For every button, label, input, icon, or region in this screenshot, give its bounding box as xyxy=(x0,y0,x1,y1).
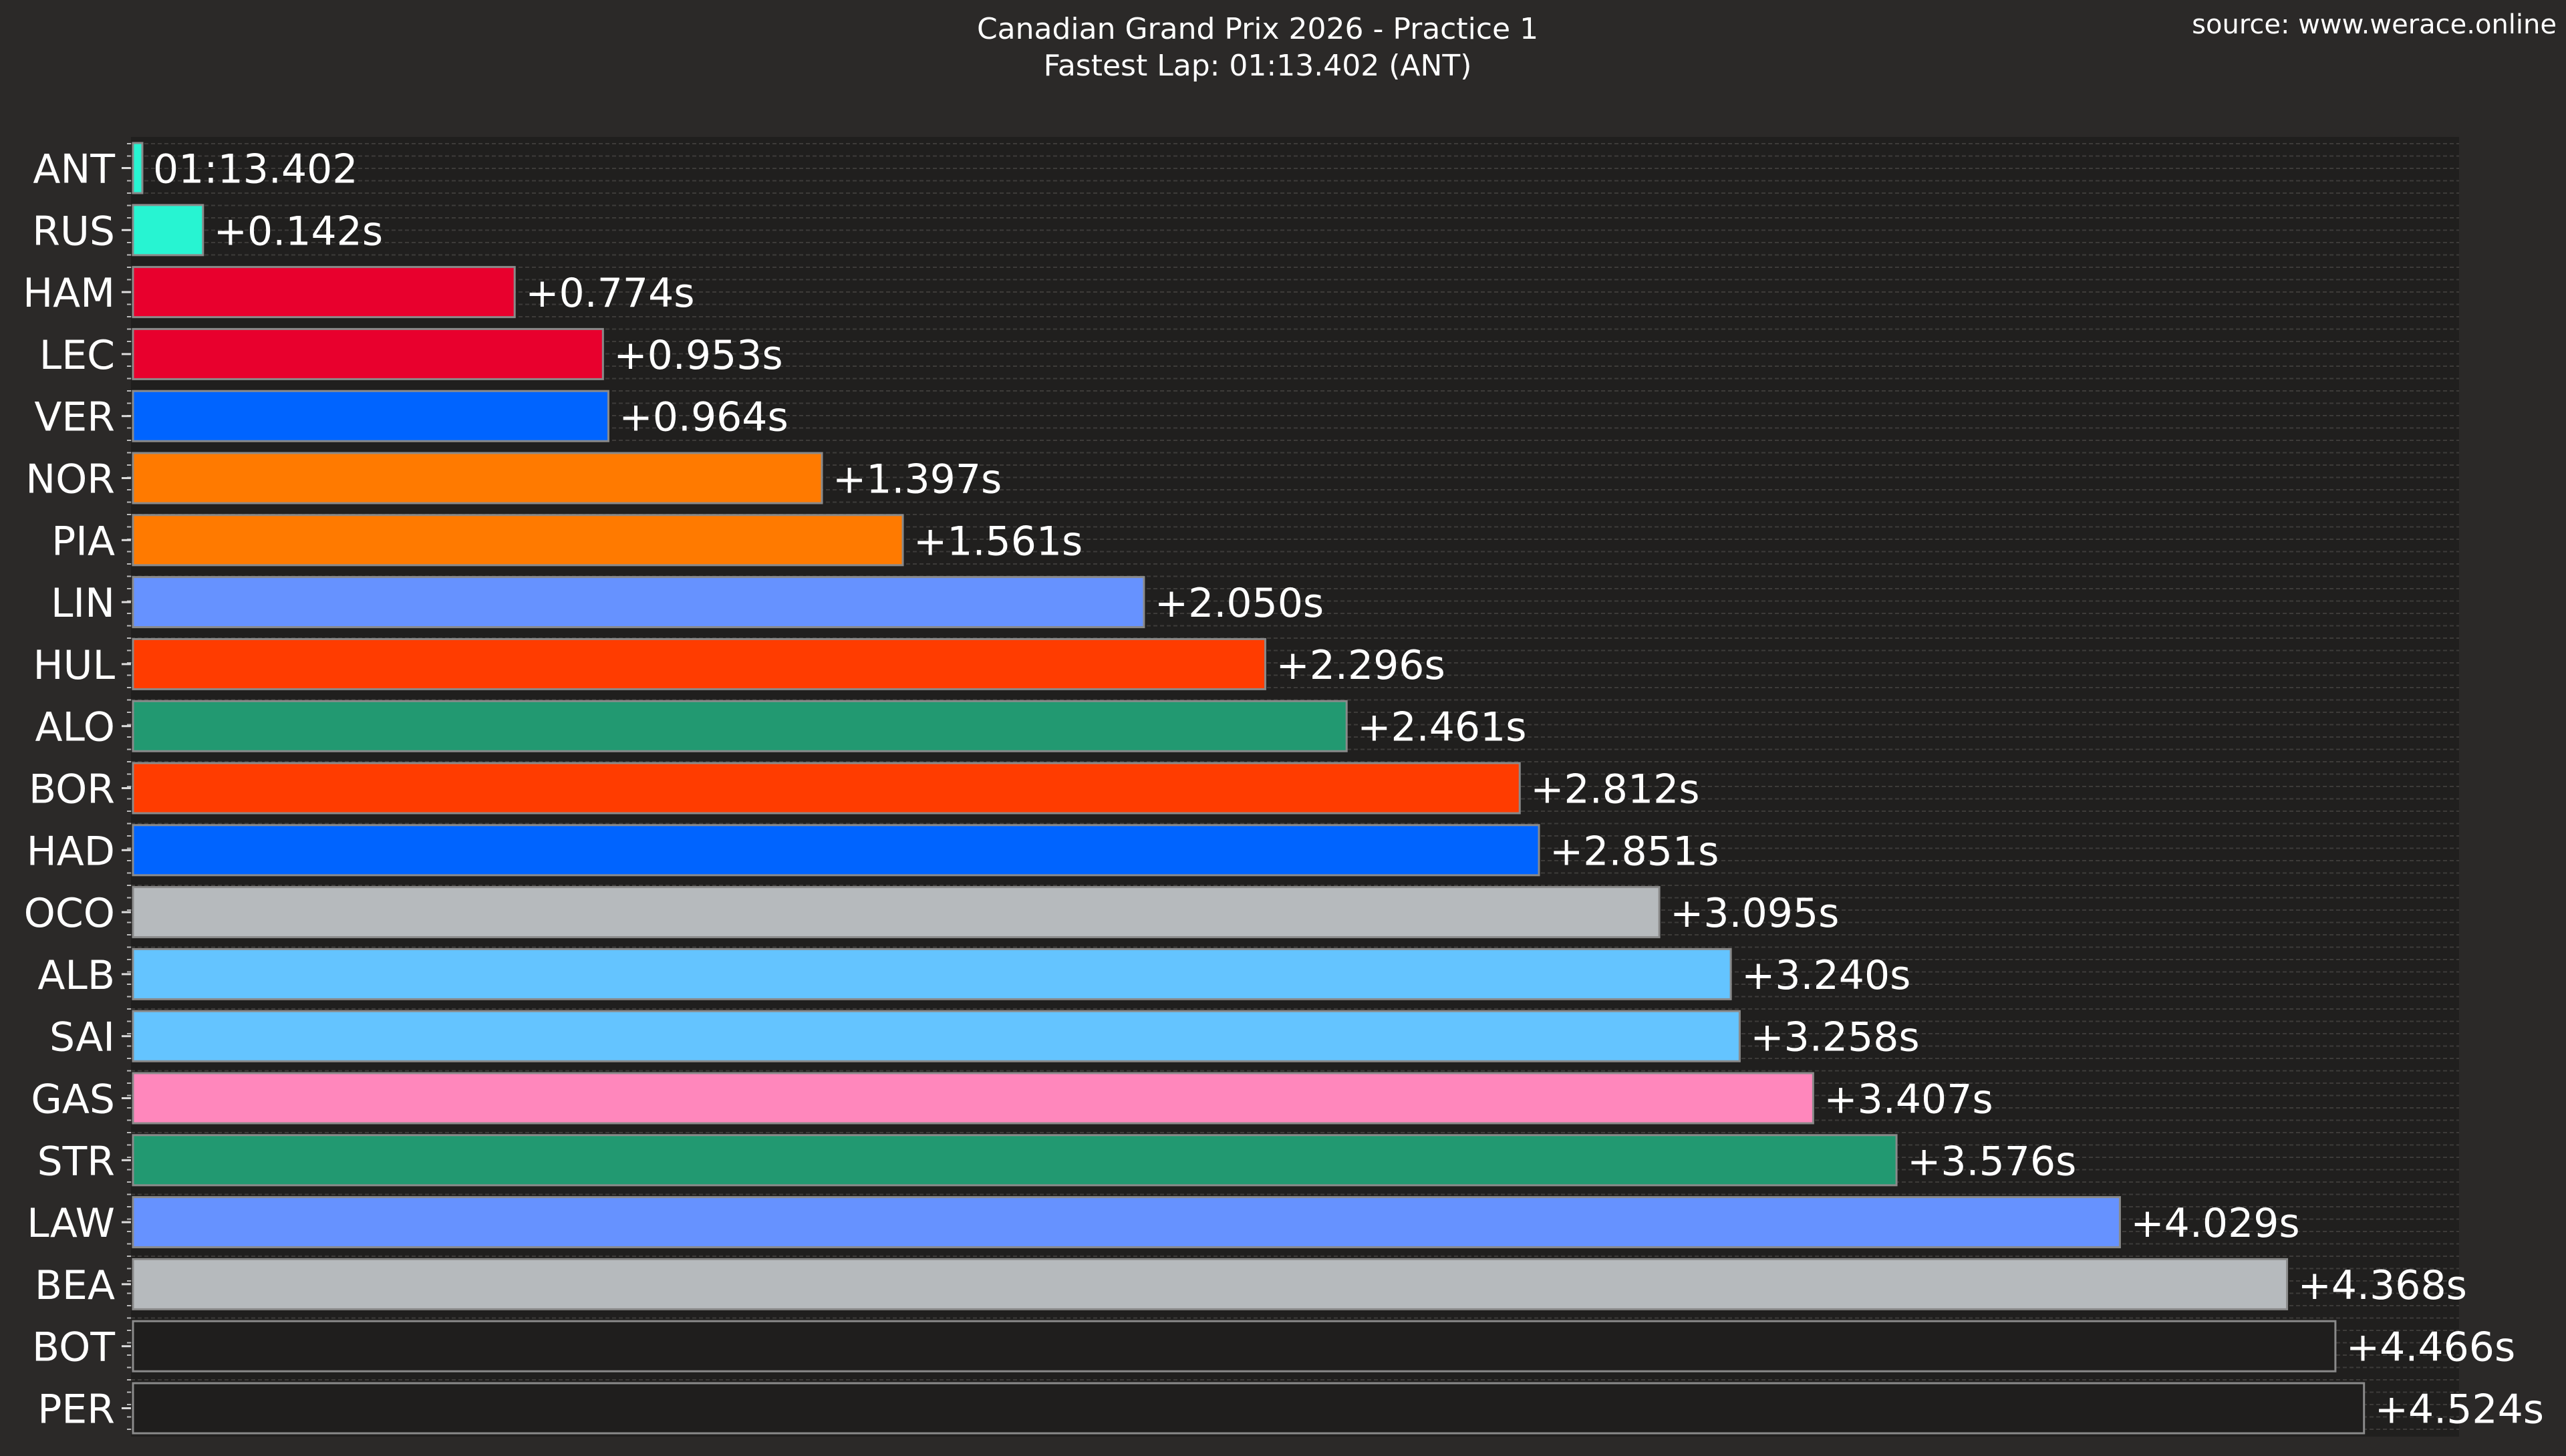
data-label: +3.258s xyxy=(1750,1014,1919,1061)
category-label: LIN xyxy=(51,580,115,627)
category-label: BOT xyxy=(32,1324,115,1371)
data-label: +4.466s xyxy=(2346,1324,2515,1371)
category-label: OCO xyxy=(24,890,115,937)
data-label: +2.851s xyxy=(1550,828,1719,875)
data-label: +2.296s xyxy=(1276,642,1445,689)
category-label: BEA xyxy=(35,1262,115,1309)
data-label: +3.240s xyxy=(1741,952,1910,999)
data-label: +1.561s xyxy=(913,518,1083,565)
data-label: +3.576s xyxy=(1907,1138,2076,1185)
data-label: +3.095s xyxy=(1670,890,1839,937)
data-label: +0.953s xyxy=(613,332,782,379)
data-label: +2.812s xyxy=(1530,766,1699,813)
data-label: +4.524s xyxy=(2375,1387,2544,1433)
data-label: +4.029s xyxy=(2130,1200,2299,1247)
bar-gas xyxy=(132,1072,1814,1125)
bar-hul xyxy=(132,637,1266,690)
category-label: LAW xyxy=(27,1200,115,1247)
bar-alo xyxy=(132,700,1348,752)
category-label: GAS xyxy=(31,1076,115,1123)
source-label: source: www.werace.online xyxy=(2192,9,2557,40)
bar-law xyxy=(132,1196,2121,1249)
category-label: ALO xyxy=(35,704,115,751)
data-label: +3.407s xyxy=(1824,1076,1993,1123)
bar-lin xyxy=(132,576,1145,629)
category-label: HUL xyxy=(33,642,116,689)
bar-had xyxy=(132,824,1540,877)
chart-title: Canadian Grand Prix 2026 - Practice 1 xyxy=(977,12,1538,46)
data-label: +2.461s xyxy=(1357,704,1526,751)
category-label: SAI xyxy=(49,1014,115,1061)
bar-bor xyxy=(132,762,1521,815)
data-label: +4.368s xyxy=(2298,1262,2467,1309)
bar-bot xyxy=(132,1320,2337,1372)
data-label: 01:13.402 xyxy=(153,146,358,193)
category-label: NOR xyxy=(25,456,115,503)
bar-ham xyxy=(132,266,516,319)
bar-str xyxy=(132,1134,1898,1187)
tick-labels: ANT 01:13.402 RUS +0.142s HAM +0.774s LEC +0.95… xyxy=(23,146,2544,1433)
data-label: +0.774s xyxy=(525,270,694,317)
category-label: VER xyxy=(34,394,115,441)
bar-rus xyxy=(132,204,204,257)
bar-sai xyxy=(132,1010,1741,1062)
category-label: STR xyxy=(37,1138,115,1185)
bar-pia xyxy=(132,514,904,567)
category-label: PER xyxy=(37,1387,115,1433)
bar-bea xyxy=(132,1258,2289,1310)
chart-subtitle: Fastest Lap: 01:13.402 (ANT) xyxy=(1044,49,1472,83)
category-label: PIA xyxy=(51,518,115,565)
category-label: ANT xyxy=(33,146,115,193)
data-label: +0.964s xyxy=(619,394,788,441)
bar-ant xyxy=(132,142,144,194)
data-label: +1.397s xyxy=(833,456,1002,503)
category-label: LEC xyxy=(39,332,115,379)
data-label: +2.050s xyxy=(1155,580,1324,627)
category-label: HAM xyxy=(23,270,115,317)
bar-nor xyxy=(132,452,823,504)
bar-lec xyxy=(132,327,604,380)
category-label: BOR xyxy=(29,766,115,813)
bar-alb xyxy=(132,948,1732,1000)
category-label: ALB xyxy=(37,952,115,999)
bar-ver xyxy=(132,390,609,442)
category-label: HAD xyxy=(27,828,115,875)
category-label: RUS xyxy=(32,208,115,255)
bar-oco xyxy=(132,886,1661,939)
bars xyxy=(132,142,2366,1435)
bar-per xyxy=(132,1382,2366,1435)
data-label: +0.142s xyxy=(214,208,383,255)
